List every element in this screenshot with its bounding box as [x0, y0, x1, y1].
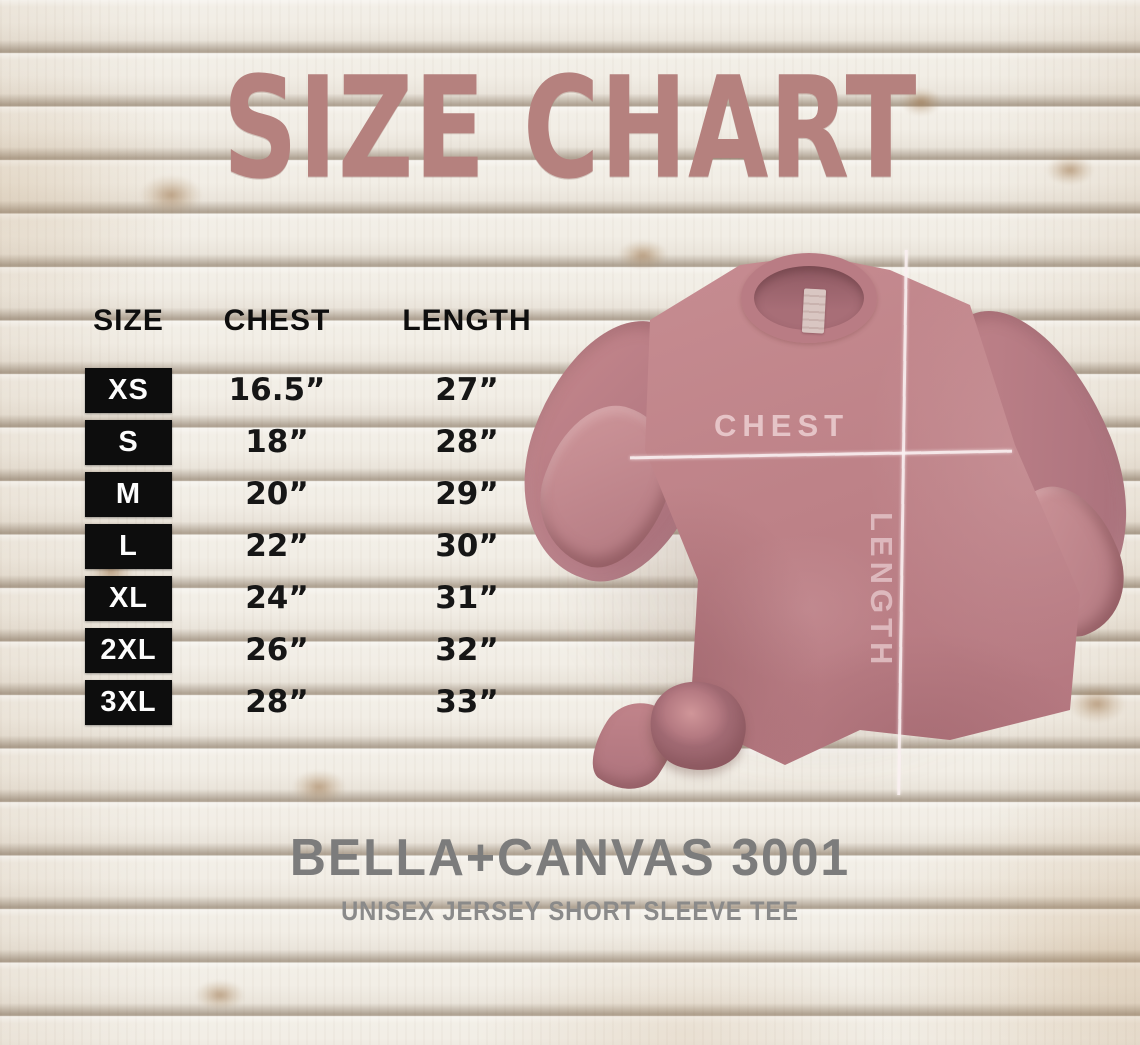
length-value: 32”: [435, 632, 499, 668]
wood-knot-spot: [1068, 685, 1126, 723]
table-row: S: [85, 416, 172, 468]
size-table: SIZE CHEST LENGTH XS 16.5” 27” S 18” 28”…: [85, 300, 552, 728]
table-row: M: [85, 468, 172, 520]
chest-value: 16.5”: [228, 372, 326, 408]
length-value: 33”: [435, 684, 499, 720]
table-row: XS: [85, 364, 172, 416]
chest-value: 24”: [245, 580, 309, 616]
wood-knot-spot: [195, 980, 245, 1010]
column-header-size: SIZE: [93, 304, 164, 337]
size-badge: L: [85, 523, 172, 569]
column-header-length: LENGTH: [402, 304, 532, 337]
neck-label-tag: [801, 288, 827, 334]
chest-value: 26”: [245, 632, 309, 668]
table-row: XL: [85, 572, 172, 624]
wood-knot-spot: [140, 175, 202, 215]
length-value: 28”: [435, 424, 499, 460]
length-value: 31”: [435, 580, 499, 616]
chest-measure-label: CHEST: [714, 408, 850, 443]
size-badge: XS: [85, 367, 172, 413]
size-badge: 2XL: [85, 627, 172, 673]
table-row: L: [85, 520, 172, 572]
wood-knot-spot: [900, 88, 942, 116]
length-measure-label: LENGTH: [864, 512, 899, 670]
table-row: 3XL: [85, 676, 172, 728]
table-row: 2XL: [85, 624, 172, 676]
chest-value: 18”: [245, 424, 309, 460]
chest-value: 22”: [245, 528, 309, 564]
chest-value: 20”: [245, 476, 309, 512]
wood-knot-spot: [618, 240, 668, 270]
size-badge: XL: [85, 575, 172, 621]
length-value: 29”: [435, 476, 499, 512]
length-value: 30”: [435, 528, 499, 564]
column-header-chest: CHEST: [223, 304, 331, 337]
product-name: BELLA+CANVAS 3001: [289, 829, 851, 887]
size-badge: M: [85, 471, 172, 517]
size-badge: 3XL: [85, 679, 172, 725]
wood-knot-spot: [292, 770, 346, 804]
size-badge: S: [85, 419, 172, 465]
page-title: SIZE CHART: [222, 45, 918, 211]
length-value: 27”: [435, 372, 499, 408]
chest-value: 28”: [245, 684, 309, 720]
wood-knot-spot: [1046, 155, 1094, 185]
product-subtitle: UNISEX JERSEY SHORT SLEEVE TEE: [341, 896, 799, 926]
